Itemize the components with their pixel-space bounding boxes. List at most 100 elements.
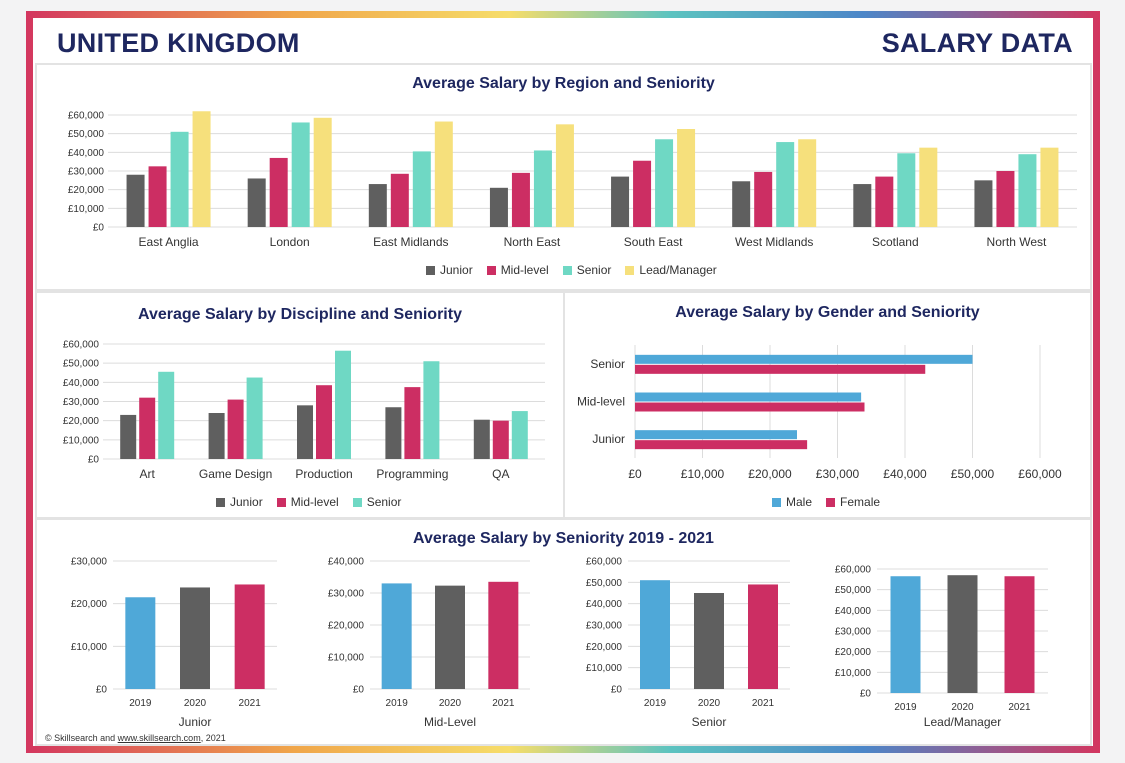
y-tick-label: £20,000 xyxy=(586,642,623,653)
bar-year-2021 xyxy=(488,581,519,689)
legend-swatch xyxy=(426,265,435,275)
y-tick-label: £60,000 xyxy=(63,340,100,351)
legend-label: Junior xyxy=(440,263,473,277)
bar-midlevel xyxy=(316,385,332,459)
legend-item: Female xyxy=(826,495,880,509)
y-tick-label: £60,000 xyxy=(835,565,872,576)
y-tick-label: £40,000 xyxy=(835,606,872,617)
bar-leadmanager xyxy=(555,124,574,227)
bar-senior xyxy=(1018,154,1037,227)
bar-midlevel xyxy=(511,172,530,227)
footer-link[interactable]: www.skillsearch.com xyxy=(117,733,201,743)
bar-junior xyxy=(208,413,225,459)
legend-label: Mid-level xyxy=(290,495,339,509)
subchart-label: Mid-Level xyxy=(423,715,477,729)
legend-item: Junior xyxy=(426,263,473,277)
legend-swatch xyxy=(352,497,362,507)
bar-senior xyxy=(423,361,440,459)
bar-year-2021 xyxy=(234,584,265,689)
footer-credit: © Skillsearch and www.skillsearch.com, 2… xyxy=(45,733,226,743)
x-tick-label: £60,000 xyxy=(1018,467,1062,481)
bar-midlevel xyxy=(404,387,421,459)
y-tick-label: £30,000 xyxy=(586,621,623,632)
bar-junior xyxy=(473,419,490,459)
y-tick-label: £10,000 xyxy=(71,642,108,653)
bar-female xyxy=(635,440,808,450)
y-tick-label: £60,000 xyxy=(68,111,105,122)
footer-suffix: , 2021 xyxy=(200,733,226,743)
x-year-label: 2019 xyxy=(894,702,917,713)
y-tick-label: £20,000 xyxy=(71,599,108,610)
x-category-label: Game Design xyxy=(199,467,272,481)
year-chart-title: Average Salary by Seniority 2019 - 2021 xyxy=(413,530,714,547)
x-year-label: 2021 xyxy=(752,698,775,709)
y-tick-label: £60,000 xyxy=(586,557,623,568)
x-tick-label: £20,000 xyxy=(748,467,792,481)
y-tick-label: £40,000 xyxy=(68,148,105,159)
y-tick-label: £30,000 xyxy=(835,627,872,638)
y-tick-label: £10,000 xyxy=(68,204,105,215)
bar-midlevel xyxy=(148,166,167,227)
bar-year-2020 xyxy=(694,593,724,689)
legend-item: Senior xyxy=(352,495,401,509)
bar-midlevel xyxy=(269,157,288,227)
x-category-label: East Midlands xyxy=(373,235,448,249)
bar-senior xyxy=(511,411,528,459)
legend-label: Mid-level xyxy=(500,263,549,277)
x-year-label: 2021 xyxy=(1008,702,1031,713)
bar-junior xyxy=(853,184,872,227)
bar-midlevel xyxy=(633,160,652,227)
y-tick-label: £0 xyxy=(93,223,105,234)
x-year-label: 2019 xyxy=(386,698,409,709)
bar-junior xyxy=(247,178,266,227)
y-tick-label: £50,000 xyxy=(586,578,623,589)
bar-senior xyxy=(246,377,263,459)
bar-senior xyxy=(170,131,189,227)
y-tick-label: £20,000 xyxy=(835,647,872,658)
bar-midlevel xyxy=(875,176,894,227)
bar-senior xyxy=(291,122,310,227)
legend-item: Senior xyxy=(562,263,611,277)
report-title: SALARY DATA xyxy=(881,28,1073,58)
y-tick-label: £0 xyxy=(611,685,623,696)
y-tick-label: £40,000 xyxy=(586,599,623,610)
bar-midlevel xyxy=(139,397,156,459)
x-tick-label: £0 xyxy=(628,467,642,481)
legend-swatch xyxy=(276,497,286,507)
legend-label: Male xyxy=(786,495,813,509)
y-tick-label: £20,000 xyxy=(328,621,365,632)
x-year-label: 2021 xyxy=(239,698,262,709)
x-category-label: Production xyxy=(295,467,352,481)
bar-junior xyxy=(385,407,402,459)
bar-senior xyxy=(776,142,795,227)
bar-midlevel xyxy=(492,420,509,459)
bar-senior xyxy=(158,371,175,459)
bar-year-2019 xyxy=(381,583,412,689)
y-tick-label: £10,000 xyxy=(835,668,872,679)
bar-midlevel xyxy=(390,173,409,227)
x-category-label: Art xyxy=(140,467,156,481)
bar-leadmanager xyxy=(1040,147,1059,227)
legend-swatch xyxy=(486,265,496,275)
x-year-label: 2020 xyxy=(184,698,207,709)
subchart-label: Lead/Manager xyxy=(923,715,1002,729)
bar-junior xyxy=(732,181,751,227)
x-category-label: South East xyxy=(624,235,683,249)
y-tick-label: £50,000 xyxy=(835,585,872,596)
bar-leadmanager xyxy=(313,117,332,227)
x-tick-label: £30,000 xyxy=(816,467,860,481)
bar-year-2020 xyxy=(180,587,210,689)
legend-item: Junior xyxy=(216,495,263,509)
bar-junior xyxy=(974,180,993,227)
x-category-label: North East xyxy=(504,235,561,249)
bar-female xyxy=(635,402,865,412)
y-tick-label: £20,000 xyxy=(68,185,105,196)
bar-junior xyxy=(120,414,137,459)
bar-leadmanager xyxy=(192,111,211,227)
bar-senior xyxy=(897,153,916,227)
bar-junior xyxy=(611,176,630,227)
y-category-label: Mid-level xyxy=(577,395,625,409)
x-year-label: 2020 xyxy=(439,698,462,709)
